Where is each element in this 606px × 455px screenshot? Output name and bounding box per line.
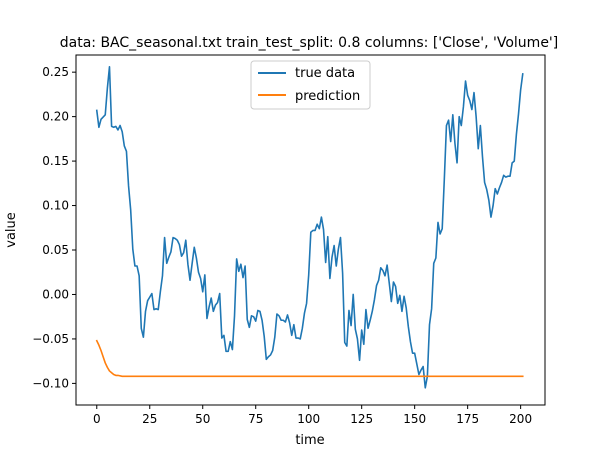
y-tick-label: 0.05: [42, 243, 69, 257]
x-tick-label: 75: [248, 412, 263, 426]
y-tick-label: −0.10: [32, 376, 69, 390]
x-axis-label: time: [295, 433, 324, 448]
x-tick-label: 100: [297, 412, 320, 426]
y-tick-label: 0.20: [42, 110, 69, 124]
x-tick-label: 175: [456, 412, 479, 426]
x-tick-label: 25: [142, 412, 157, 426]
legend-label-true-data: true data: [295, 66, 355, 81]
axes-frame: [75, 54, 546, 406]
x-tick-label: 150: [403, 412, 426, 426]
chart-title: data: BAC_seasonal.txt train_test_split:…: [60, 35, 559, 51]
x-tick-label: 0: [93, 412, 101, 426]
series-line-true-data: [95, 66, 524, 389]
plot-area: [95, 66, 524, 389]
legend: true data prediction: [250, 60, 371, 110]
series-line-prediction: [95, 339, 524, 378]
x-tick-label: 200: [509, 412, 532, 426]
legend-label-prediction: prediction: [295, 89, 360, 104]
x-tick-label: 125: [350, 412, 373, 426]
y-tick-label: 0.00: [42, 287, 69, 301]
x-axis: 0 25 50 75 100 125 150 175 200: [93, 405, 532, 426]
y-axis-label: value: [4, 212, 19, 248]
y-tick-label: −0.05: [32, 332, 69, 346]
x-tick-label: 50: [195, 412, 210, 426]
y-tick-label: 0.25: [42, 65, 69, 79]
y-axis: −0.10 −0.05 0.00 0.05 0.10 0.15 0.20 0.25: [32, 65, 76, 390]
y-tick-label: 0.15: [42, 154, 69, 168]
y-tick-label: 0.10: [42, 199, 69, 213]
